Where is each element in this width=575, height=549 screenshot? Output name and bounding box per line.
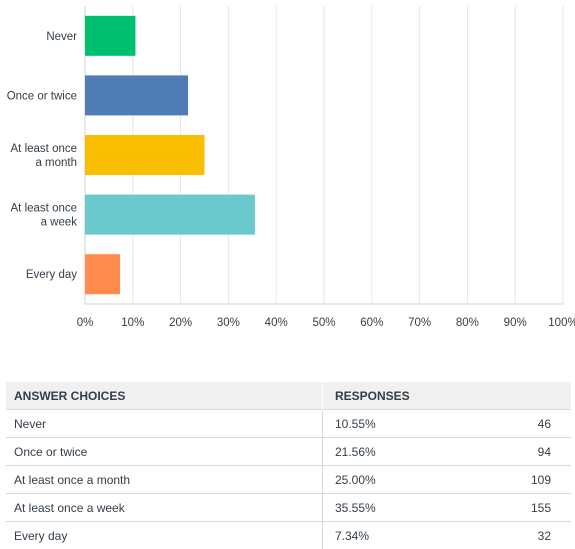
response-percent-cell: 25.00% xyxy=(322,465,462,494)
x-tick-label: 0% xyxy=(77,317,94,329)
responses-header: RESPONSES xyxy=(322,382,571,410)
category-label: At least once a week xyxy=(11,203,78,229)
x-tick-label: 30% xyxy=(217,317,240,329)
response-percent-cell: 35.55% xyxy=(322,493,462,522)
response-count-cell: 155 xyxy=(461,493,571,522)
x-tick-label: 40% xyxy=(265,317,288,329)
category-label: Once or twice xyxy=(7,90,77,102)
bar xyxy=(85,75,189,116)
x-tick-label: 10% xyxy=(121,317,144,329)
x-tick-label: 90% xyxy=(504,317,527,329)
answer-choice-cell: Never xyxy=(6,409,323,438)
answer-table: ANSWER CHOICES RESPONSES Never 10.55% 46… xyxy=(6,382,571,549)
response-count-cell: 46 xyxy=(461,409,571,438)
answer-choice-cell: At least once a month xyxy=(6,465,323,494)
x-tick-label: 20% xyxy=(169,317,192,329)
table-row: Every day 7.34% 32 xyxy=(6,521,571,549)
table-row: At least once a month 25.00% 109 xyxy=(6,465,571,494)
category-label: At least once a month xyxy=(11,143,77,169)
answer-choice-cell: Once or twice xyxy=(6,437,323,466)
bar xyxy=(85,254,121,295)
x-tick-label: 100% xyxy=(548,317,575,329)
table-row: Never 10.55% 46 xyxy=(6,409,571,438)
response-percent-cell: 10.55% xyxy=(322,409,462,438)
answer-choices-header: ANSWER CHOICES xyxy=(6,382,323,410)
table-header-row: ANSWER CHOICES RESPONSES xyxy=(6,382,571,410)
x-tick-label: 80% xyxy=(456,317,479,329)
bar xyxy=(85,135,205,175)
bar xyxy=(85,194,255,235)
bar xyxy=(85,15,136,56)
answer-choice-cell: At least once a week xyxy=(6,493,323,522)
response-count-cell: 109 xyxy=(461,465,571,494)
response-percent-cell: 7.34% xyxy=(322,521,462,549)
x-tick-label: 50% xyxy=(312,317,335,329)
response-count-cell: 32 xyxy=(461,521,571,549)
category-label: Never xyxy=(46,31,77,43)
x-tick-label: 60% xyxy=(360,317,383,329)
table-row: Once or twice 21.56% 94 xyxy=(6,437,571,466)
response-count-cell: 94 xyxy=(461,437,571,466)
table-row: At least once a week 35.55% 155 xyxy=(6,493,571,522)
x-tick-label: 70% xyxy=(408,317,431,329)
bar-chart: 0% 10% 20% 30% 40% 50% 60% 70% 80% 90% 100% Never On… xyxy=(7,6,575,329)
response-percent-cell: 21.56% xyxy=(322,437,462,466)
category-label: Every day xyxy=(26,269,77,281)
answer-choice-cell: Every day xyxy=(6,521,323,549)
